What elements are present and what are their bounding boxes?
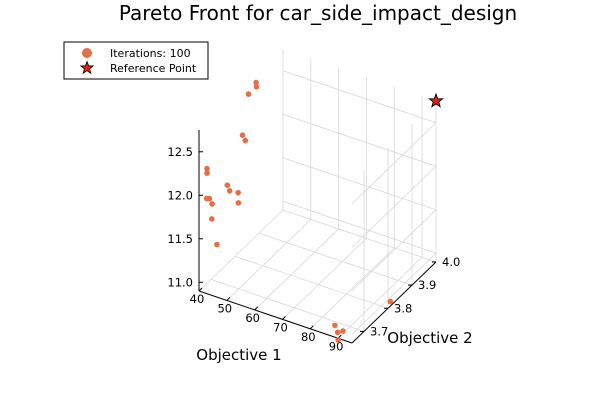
pareto-point [226,188,233,194]
pareto-point [245,91,252,97]
pareto-point [340,328,346,334]
grid-line-floor-x [337,256,423,339]
z-tick-label: 11.0 [167,275,193,289]
x-tick-label: 90 [329,339,344,353]
z-tick-label: 12.5 [167,145,193,159]
pareto-point [214,241,220,248]
x-tick-mark [198,287,203,292]
legend: Iterations: 100 Reference Point [63,41,209,80]
z-tick-label: 11.5 [167,232,193,246]
pareto-point [253,79,259,86]
legend-marker-reference-star [79,60,95,75]
legend-label-reference: Reference Point [110,62,197,75]
pareto-point [209,201,215,207]
grid-line-floor-x [198,209,284,292]
y-tick-label: 3.8 [394,301,412,315]
x-tick-mark [282,316,286,320]
legend-label-iterations: Iterations: 100 [110,47,191,60]
grid-line-back-z [351,165,437,248]
grid-line-floor-y [282,209,437,263]
grid-line-back-z [351,209,437,292]
x-tick-label: 70 [273,320,288,334]
grid-line-floor-x [254,228,339,311]
pareto-point [235,200,242,206]
chart-title: Pareto Front for car_side_impact_design [119,1,517,25]
pareto-point [209,216,215,222]
legend-marker-iterations [82,48,92,58]
x-tick-label: 50 [217,301,232,315]
pareto-point [239,132,246,138]
pareto-point [204,170,210,176]
grid-line-side-z [282,157,437,211]
grid-line-floor-x [309,247,395,330]
pareto-point [235,189,241,196]
grid-line-floor-y [210,279,365,332]
x-tick-label: 80 [301,330,316,344]
x-axis-line [198,290,353,344]
x-tick-mark [309,325,314,330]
pareto-point [332,322,338,329]
y-tick-label: 3.7 [370,324,388,338]
pareto-point [387,298,394,305]
x-axis-label: Objective 1 [196,346,281,364]
pareto-point [334,329,341,336]
pareto-point [206,195,213,202]
y-tick-label: 4.0 [442,255,460,269]
grid-line-floor-x [282,238,367,320]
pareto-point [335,337,341,343]
grid-line-back-z [351,122,437,205]
grid-line-side-z [282,113,437,167]
grid-line-floor-y [258,232,413,286]
grid-line-side-z [282,70,437,124]
axes [198,130,437,344]
x-tick-label: 40 [190,292,205,306]
pareto-point [204,165,210,172]
x-tick-mark [254,306,258,311]
data-points [203,79,444,343]
y-axis-label: Objective 2 [387,329,472,347]
grid-line-floor-x [226,219,312,301]
pareto-point [242,137,249,144]
grid [198,49,437,339]
pareto-point [224,182,231,188]
grid-line-floor-y [234,255,389,309]
reference-point-star [428,92,444,108]
x-tick-mark [226,297,231,301]
x-tick-label: 60 [245,311,260,325]
pareto-point [253,84,260,90]
y-tick-label: 3.9 [418,278,436,292]
tick-labels: 40 50 60 70 80 90 3.7 3.8 3.9 4.0 11.0 11.5 12.0 12.5 [167,145,460,354]
z-tick-label: 12.0 [167,188,193,202]
grid-line-back-z [351,253,437,335]
grid-line-side-z [282,200,437,254]
y-axis-line [351,261,437,344]
